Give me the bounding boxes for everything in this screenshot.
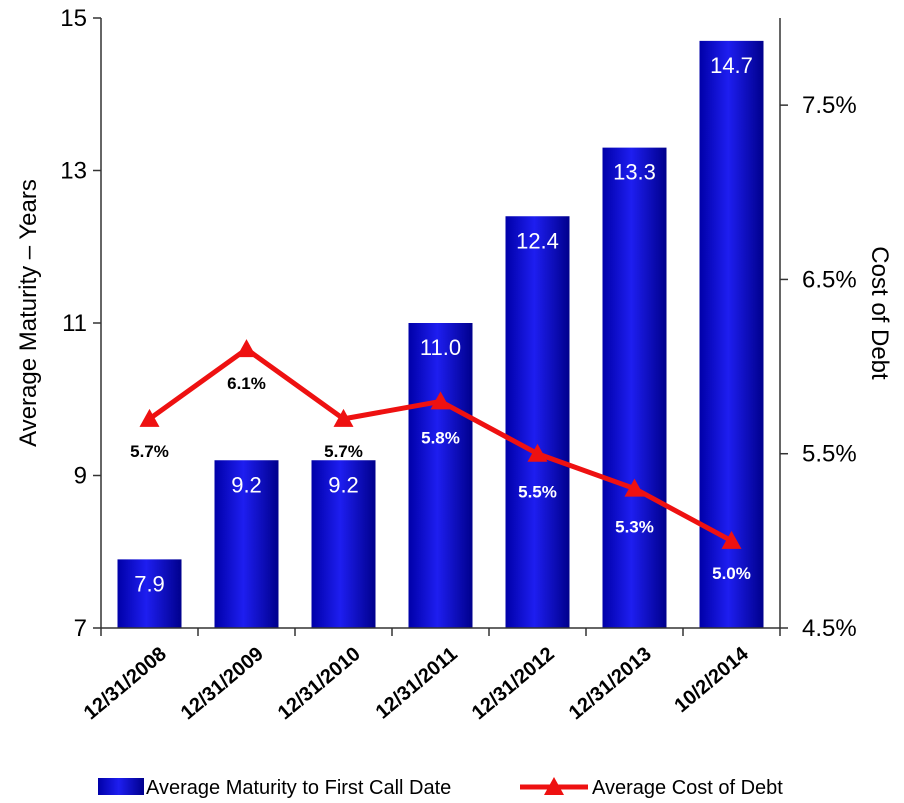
- y-axis-title: Average Maturity – Years: [15, 179, 42, 447]
- left-tick-label: 13: [60, 158, 87, 185]
- left-tick-label: 15: [60, 5, 87, 32]
- x-tick-label: 10/2/2014: [670, 642, 753, 717]
- x-tick-label: 12/31/2010: [274, 643, 365, 724]
- bar: [505, 216, 570, 628]
- line-value-label: 5.7%: [130, 442, 169, 461]
- bar: [117, 559, 182, 628]
- right-tick-label: 7.5%: [802, 92, 857, 119]
- line-point: [527, 443, 548, 462]
- line-point: [139, 408, 160, 427]
- bar-value-label: 14.7: [710, 53, 753, 78]
- right-tick-label: 5.5%: [802, 441, 857, 468]
- line-point: [236, 339, 257, 358]
- bar-value-label: 12.4: [516, 228, 559, 253]
- right-tick-label: 4.5%: [802, 615, 857, 642]
- bar-value-label: 9.2: [231, 472, 262, 497]
- legend-label-bar: Average Maturity to First Call Date: [146, 777, 451, 799]
- line-value-label: 5.3%: [615, 518, 654, 537]
- x-tick-label: 12/31/2009: [177, 643, 268, 724]
- line-value-label: 5.8%: [421, 428, 460, 447]
- legend-swatch-marker: [544, 777, 564, 795]
- bar: [408, 323, 473, 628]
- bar: [214, 460, 279, 628]
- bar-value-label: 9.2: [328, 472, 359, 497]
- left-tick-label: 7: [74, 615, 87, 642]
- line-value-label: 5.7%: [324, 442, 363, 461]
- line-value-label: 6.1%: [227, 374, 266, 393]
- y-axis-title-right: Cost of Debt: [866, 246, 893, 380]
- bar-value-label: 13.3: [613, 160, 656, 185]
- left-tick-label: 11: [62, 310, 87, 337]
- legend: Average Maturity to First Call Date Avera…: [98, 777, 783, 799]
- x-tick-label: 12/31/2011: [372, 643, 462, 723]
- left-tick-label: 9: [74, 463, 87, 490]
- line-point: [430, 391, 451, 410]
- legend-swatch-bar: [98, 778, 144, 795]
- legend-label-line: Average Cost of Debt: [592, 777, 783, 799]
- bar: [311, 460, 376, 628]
- bar: [602, 147, 667, 628]
- line-point: [721, 530, 742, 549]
- bar-value-label: 7.9: [134, 571, 165, 596]
- x-tick-label: 12/31/2012: [468, 643, 559, 724]
- line-point: [624, 478, 645, 497]
- bar-value-label: 11.0: [420, 335, 461, 360]
- right-tick-label: 6.5%: [802, 266, 857, 293]
- line-value-label: 5.0%: [712, 564, 751, 583]
- x-tick-label: 12/31/2008: [80, 643, 171, 724]
- line-value-label: 5.5%: [518, 483, 557, 502]
- line-point: [333, 408, 354, 427]
- x-tick-label: 12/31/2013: [565, 643, 656, 724]
